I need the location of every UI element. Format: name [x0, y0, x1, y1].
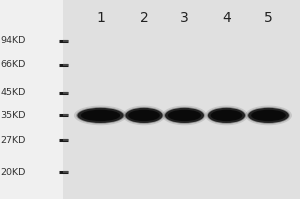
Ellipse shape — [76, 107, 125, 124]
Ellipse shape — [125, 108, 163, 123]
FancyBboxPatch shape — [63, 0, 300, 199]
Text: 4: 4 — [222, 11, 231, 25]
Ellipse shape — [207, 107, 246, 124]
Ellipse shape — [245, 106, 292, 125]
Ellipse shape — [247, 107, 290, 124]
Ellipse shape — [205, 106, 248, 125]
Ellipse shape — [248, 108, 289, 123]
Text: 2: 2 — [140, 11, 148, 25]
Ellipse shape — [211, 110, 242, 121]
Ellipse shape — [74, 106, 127, 125]
Ellipse shape — [77, 108, 124, 123]
Text: 35KD: 35KD — [1, 111, 26, 120]
Text: 20KD: 20KD — [1, 168, 26, 177]
Ellipse shape — [168, 110, 201, 121]
Ellipse shape — [251, 110, 286, 121]
Text: 66KD: 66KD — [1, 60, 26, 69]
Ellipse shape — [162, 106, 207, 125]
Text: 1: 1 — [96, 11, 105, 25]
Ellipse shape — [81, 110, 120, 121]
Ellipse shape — [164, 107, 205, 124]
Ellipse shape — [208, 108, 245, 123]
Text: 94KD: 94KD — [1, 36, 26, 45]
Ellipse shape — [165, 108, 204, 123]
Text: 27KD: 27KD — [1, 136, 26, 145]
Text: 3: 3 — [180, 11, 189, 25]
Ellipse shape — [124, 107, 164, 124]
Ellipse shape — [123, 106, 165, 125]
Ellipse shape — [128, 110, 160, 121]
Text: 45KD: 45KD — [1, 88, 26, 97]
Text: 5: 5 — [264, 11, 273, 25]
